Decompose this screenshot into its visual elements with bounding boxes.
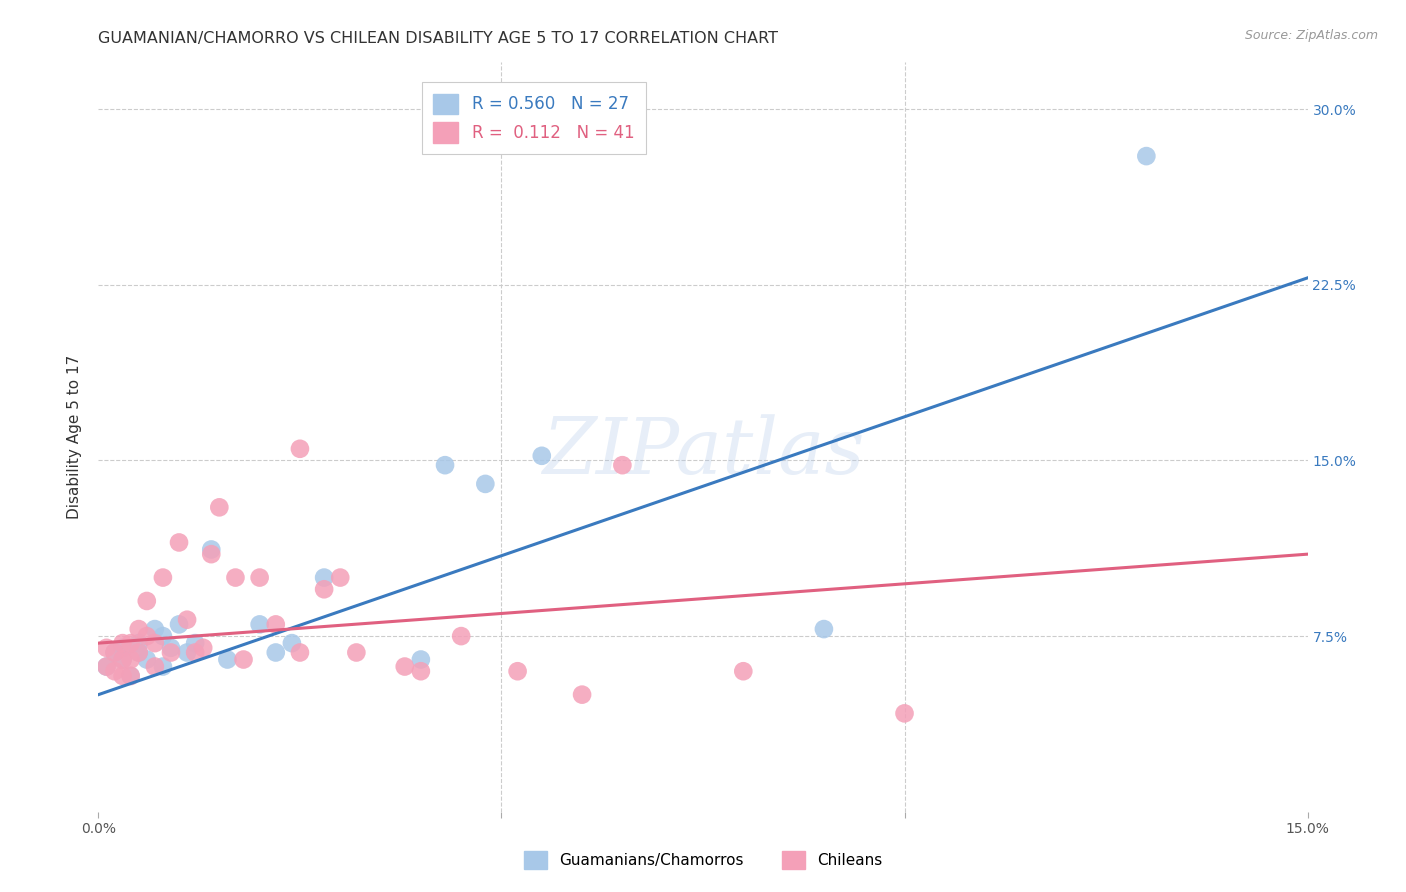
Point xyxy=(474,476,496,491)
Point xyxy=(217,652,239,666)
Point xyxy=(128,646,150,660)
Point xyxy=(434,458,457,473)
Y-axis label: Disability Age 5 to 17: Disability Age 5 to 17 xyxy=(67,355,83,519)
Point xyxy=(506,664,529,679)
Point xyxy=(143,622,166,636)
Point xyxy=(200,547,222,561)
Point xyxy=(160,646,183,660)
Point xyxy=(409,664,432,679)
Text: ZIPatlas: ZIPatlas xyxy=(541,414,865,491)
Text: Source: ZipAtlas.com: Source: ZipAtlas.com xyxy=(1244,29,1378,42)
Point xyxy=(96,659,118,673)
Point xyxy=(264,617,287,632)
Point xyxy=(200,542,222,557)
Point xyxy=(135,652,157,666)
Point xyxy=(167,535,190,549)
Point xyxy=(143,636,166,650)
Point xyxy=(111,652,134,666)
Point xyxy=(176,613,198,627)
Point xyxy=(288,442,311,456)
Point xyxy=(103,646,125,660)
Point xyxy=(208,500,231,515)
Point xyxy=(249,571,271,585)
Point xyxy=(160,640,183,655)
Point xyxy=(813,622,835,636)
Point xyxy=(111,669,134,683)
Point xyxy=(224,571,246,585)
Point xyxy=(281,636,304,650)
Point xyxy=(152,571,174,585)
Point xyxy=(143,659,166,673)
Point xyxy=(329,571,352,585)
Point xyxy=(530,449,553,463)
Point xyxy=(893,706,915,721)
Point xyxy=(571,688,593,702)
Point xyxy=(249,617,271,632)
Point xyxy=(232,652,254,666)
Point xyxy=(111,640,134,655)
Point xyxy=(128,636,150,650)
Point xyxy=(612,458,634,473)
Point xyxy=(288,646,311,660)
Point xyxy=(103,646,125,660)
Point xyxy=(111,636,134,650)
Text: GUAMANIAN/CHAMORRO VS CHILEAN DISABILITY AGE 5 TO 17 CORRELATION CHART: GUAMANIAN/CHAMORRO VS CHILEAN DISABILITY… xyxy=(98,31,779,46)
Point xyxy=(152,629,174,643)
Point xyxy=(1135,149,1157,163)
Point xyxy=(135,594,157,608)
Point xyxy=(96,659,118,673)
Point xyxy=(103,664,125,679)
Point xyxy=(135,629,157,643)
Point xyxy=(184,636,207,650)
Point xyxy=(167,617,190,632)
Point xyxy=(128,646,150,660)
Point xyxy=(409,652,432,666)
Point xyxy=(96,640,118,655)
Point xyxy=(120,652,142,666)
Point xyxy=(111,652,134,666)
Point xyxy=(733,664,755,679)
Point xyxy=(120,669,142,683)
Point xyxy=(128,622,150,636)
Point xyxy=(264,646,287,660)
Point xyxy=(120,669,142,683)
Point xyxy=(314,571,336,585)
Point xyxy=(314,582,336,597)
Point xyxy=(152,659,174,673)
Point xyxy=(450,629,472,643)
Point xyxy=(120,636,142,650)
Point xyxy=(344,646,367,660)
Point xyxy=(176,646,198,660)
Legend: Guamanians/Chamorros, Chileans: Guamanians/Chamorros, Chileans xyxy=(517,845,889,875)
Legend: R = 0.560   N = 27, R =  0.112   N = 41: R = 0.560 N = 27, R = 0.112 N = 41 xyxy=(422,82,645,154)
Point xyxy=(193,640,215,655)
Point xyxy=(394,659,416,673)
Point xyxy=(184,646,207,660)
